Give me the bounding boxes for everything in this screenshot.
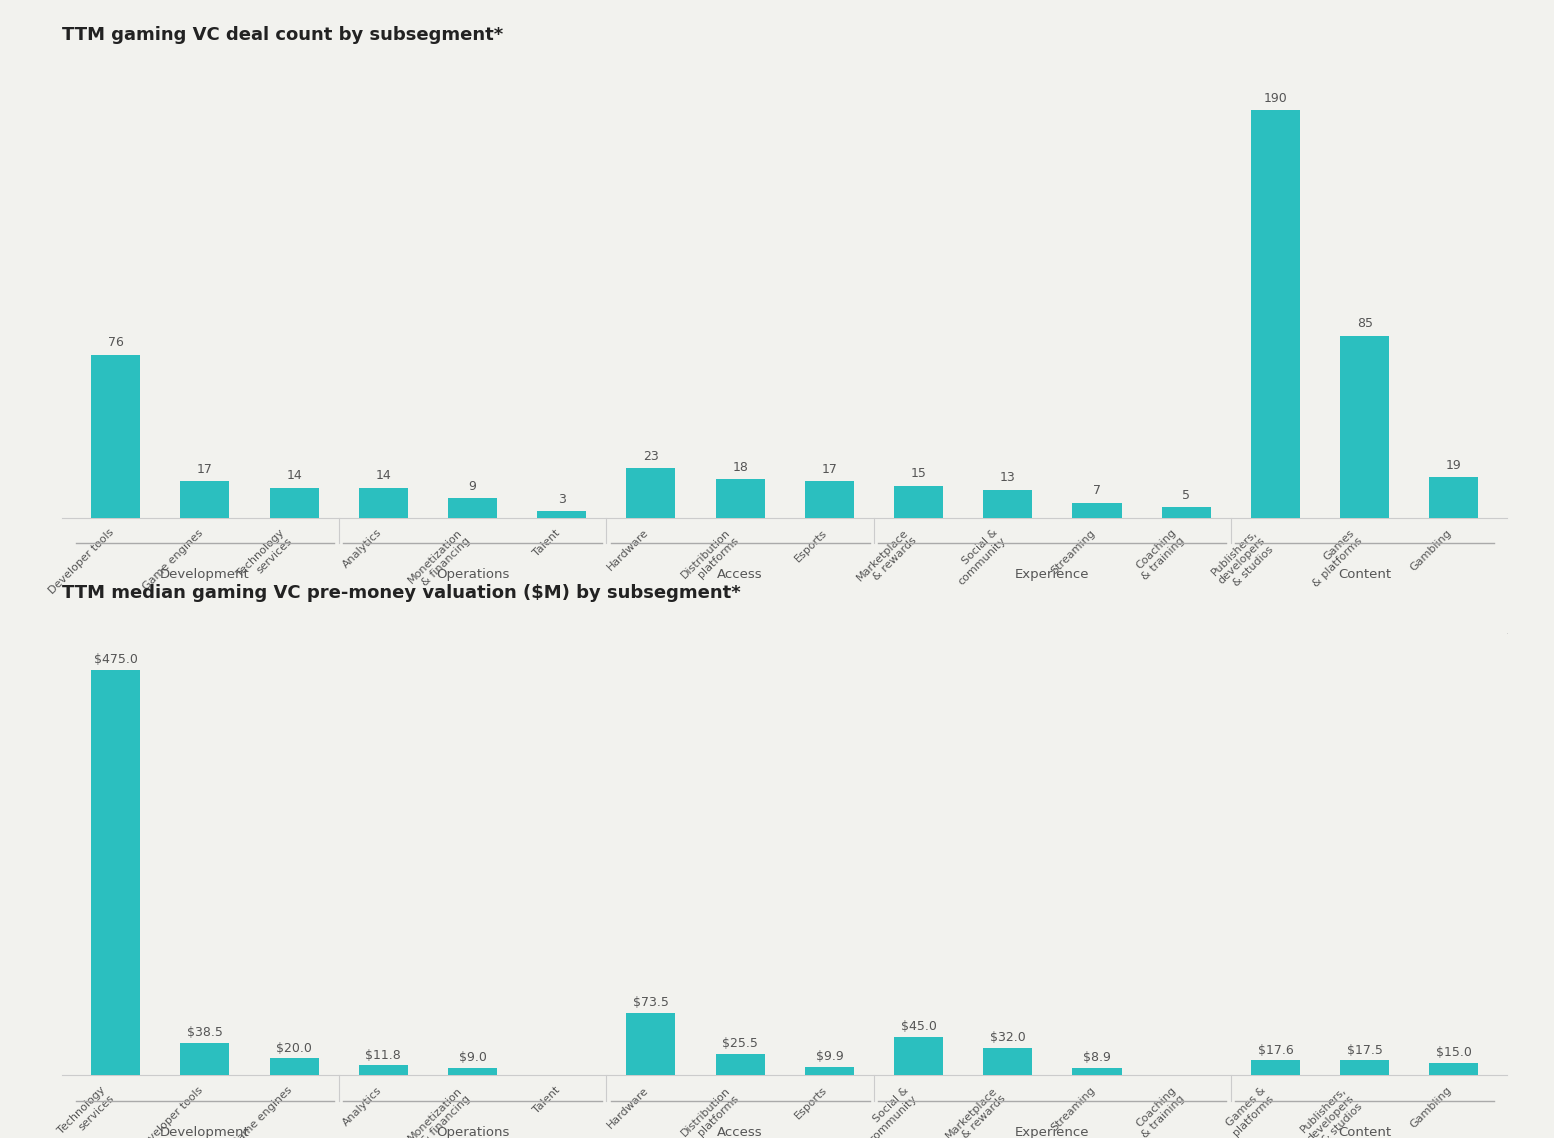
Bar — [1162, 508, 1211, 518]
Text: TTM gaming VC deal count by subsegment*: TTM gaming VC deal count by subsegment* — [62, 26, 503, 44]
Bar — [626, 1013, 676, 1075]
Bar — [92, 355, 140, 518]
Text: $45.0: $45.0 — [901, 1021, 937, 1033]
Text: Operations: Operations — [435, 569, 510, 582]
Bar — [716, 1054, 765, 1075]
Text: $32.0: $32.0 — [990, 1031, 1026, 1045]
Bar — [180, 481, 230, 518]
Text: 14: 14 — [376, 469, 392, 483]
Bar — [984, 1048, 1032, 1075]
Bar — [180, 1042, 230, 1075]
Text: 14: 14 — [286, 469, 301, 483]
Bar — [1072, 1067, 1122, 1075]
Text: 19: 19 — [1445, 459, 1462, 471]
Text: Content: Content — [1338, 569, 1391, 582]
Bar — [448, 1067, 497, 1075]
Bar — [1430, 477, 1478, 518]
Bar — [894, 1037, 943, 1075]
Bar — [269, 488, 319, 518]
Text: 9: 9 — [469, 480, 477, 493]
Text: $17.6: $17.6 — [1257, 1044, 1293, 1057]
Bar — [626, 469, 676, 518]
Text: 17: 17 — [822, 463, 838, 476]
Bar — [894, 486, 943, 518]
Bar — [805, 481, 853, 518]
Bar — [538, 511, 586, 518]
Text: $15.0: $15.0 — [1436, 1046, 1472, 1059]
Text: 23: 23 — [643, 450, 659, 463]
Text: 17: 17 — [197, 463, 213, 476]
Text: Content: Content — [1338, 1127, 1391, 1138]
Text: $73.5: $73.5 — [632, 996, 668, 1009]
Bar — [1340, 1061, 1389, 1075]
Text: Access: Access — [718, 1127, 763, 1138]
Text: $9.0: $9.0 — [458, 1052, 486, 1064]
Bar — [269, 1058, 319, 1075]
Text: Experience: Experience — [1015, 1127, 1089, 1138]
Bar — [1430, 1063, 1478, 1075]
Text: 190: 190 — [1263, 92, 1287, 105]
Text: 7: 7 — [1092, 485, 1100, 497]
Text: 76: 76 — [107, 337, 124, 349]
Bar — [805, 1067, 853, 1075]
Text: 3: 3 — [558, 493, 566, 505]
Bar — [359, 1065, 407, 1075]
Text: $25.5: $25.5 — [723, 1037, 758, 1050]
Text: $9.9: $9.9 — [816, 1050, 844, 1063]
Bar — [1340, 336, 1389, 518]
Text: 15: 15 — [911, 467, 926, 480]
Text: $8.9: $8.9 — [1083, 1052, 1111, 1064]
Bar — [448, 498, 497, 518]
Text: Source: PitchBook  •  Geography: Global  •  *As of January 24, 2024: Source: PitchBook • Geography: Global • … — [1155, 628, 1507, 638]
Text: 18: 18 — [732, 461, 747, 473]
Text: $11.8: $11.8 — [365, 1048, 401, 1062]
Text: 13: 13 — [999, 471, 1016, 485]
Text: TTM median gaming VC pre-money valuation ($M) by subsegment*: TTM median gaming VC pre-money valuation… — [62, 584, 741, 602]
Text: Development: Development — [160, 569, 250, 582]
Bar — [984, 490, 1032, 518]
Text: 5: 5 — [1183, 488, 1190, 502]
Text: Experience: Experience — [1015, 569, 1089, 582]
Bar — [1072, 503, 1122, 518]
Bar — [92, 670, 140, 1075]
Text: Operations: Operations — [435, 1127, 510, 1138]
Text: Access: Access — [718, 569, 763, 582]
Bar — [1251, 1061, 1301, 1075]
Text: 85: 85 — [1357, 318, 1372, 330]
Bar — [716, 479, 765, 518]
Text: Development: Development — [160, 1127, 250, 1138]
Bar — [359, 488, 407, 518]
Text: $20.0: $20.0 — [277, 1041, 312, 1055]
Text: $17.5: $17.5 — [1347, 1044, 1383, 1057]
Text: $475.0: $475.0 — [93, 653, 138, 667]
Bar — [1251, 110, 1301, 518]
Text: $38.5: $38.5 — [186, 1025, 222, 1039]
